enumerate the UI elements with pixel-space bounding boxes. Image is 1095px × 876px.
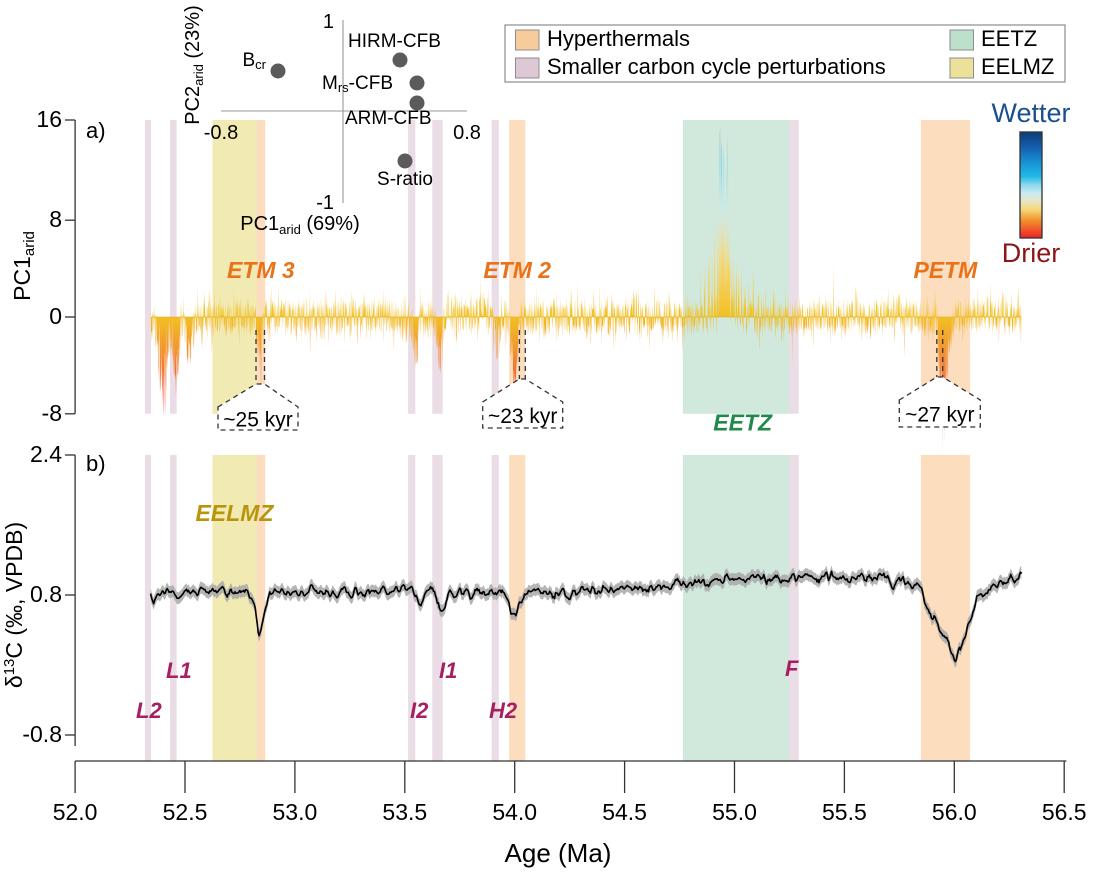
svg-text:52.5: 52.5 <box>163 799 208 825</box>
svg-text:Age (Ma): Age (Ma) <box>505 838 612 868</box>
svg-text:Wetter: Wetter <box>991 98 1070 128</box>
svg-text:54.0: 54.0 <box>492 799 537 825</box>
svg-text:-0.8: -0.8 <box>22 721 62 747</box>
svg-text:ETM 2: ETM 2 <box>483 257 551 283</box>
svg-text:54.5: 54.5 <box>602 799 647 825</box>
svg-text:EELMZ: EELMZ <box>981 54 1054 79</box>
svg-text:~27 kyr: ~27 kyr <box>905 404 974 427</box>
svg-text:0: 0 <box>49 303 62 329</box>
svg-text:8: 8 <box>49 206 62 232</box>
svg-text:PC1arid (69%): PC1arid (69%) <box>240 213 360 237</box>
svg-text:-0.8: -0.8 <box>204 122 238 144</box>
svg-text:Hyperthermals: Hyperthermals <box>547 26 690 51</box>
svg-text:Drier: Drier <box>1002 238 1061 268</box>
svg-text:b): b) <box>86 451 106 476</box>
svg-text:ETM 3: ETM 3 <box>227 257 295 283</box>
svg-text:F: F <box>785 656 799 681</box>
svg-text:53.0: 53.0 <box>273 799 318 825</box>
svg-text:ARM-CFB: ARM-CFB <box>345 108 432 129</box>
svg-text:-8: -8 <box>42 400 62 426</box>
svg-text:PETM: PETM <box>913 257 978 283</box>
svg-text:PC2arid (23%): PC2arid (23%) <box>182 5 206 125</box>
svg-text:16: 16 <box>36 106 62 132</box>
svg-text:53.5: 53.5 <box>382 799 427 825</box>
svg-text:Smaller carbon cycle perturbat: Smaller carbon cycle perturbations <box>547 54 886 79</box>
svg-text:1: 1 <box>323 11 334 33</box>
svg-text:I2: I2 <box>410 698 429 723</box>
svg-text:EETZ: EETZ <box>981 26 1037 51</box>
svg-text:~25 kyr: ~25 kyr <box>223 409 292 432</box>
svg-text:55.0: 55.0 <box>712 799 757 825</box>
svg-text:56.5: 56.5 <box>1042 799 1087 825</box>
svg-text:Mrs-CFB: Mrs-CFB <box>322 73 393 95</box>
svg-text:L1: L1 <box>166 658 192 683</box>
svg-text:H2: H2 <box>489 698 518 723</box>
svg-text:52.0: 52.0 <box>53 799 98 825</box>
svg-text:I1: I1 <box>439 658 457 683</box>
svg-text:S-ratio: S-ratio <box>377 169 433 190</box>
svg-text:0.8: 0.8 <box>453 122 481 144</box>
svg-text:0.8: 0.8 <box>30 581 62 607</box>
svg-text:-1: -1 <box>316 192 334 214</box>
svg-text:HIRM-CFB: HIRM-CFB <box>348 31 441 52</box>
svg-text:2.4: 2.4 <box>30 441 62 467</box>
svg-text:~23 kyr: ~23 kyr <box>488 405 557 428</box>
svg-text:EETZ: EETZ <box>713 410 773 436</box>
svg-text:a): a) <box>86 118 106 143</box>
svg-text:EELMZ: EELMZ <box>195 500 274 526</box>
svg-text:55.5: 55.5 <box>822 799 867 825</box>
svg-text:L2: L2 <box>136 698 162 723</box>
svg-text:56.0: 56.0 <box>932 799 977 825</box>
